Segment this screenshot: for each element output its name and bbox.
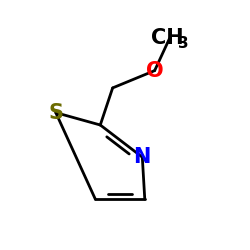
Text: N: N xyxy=(134,147,151,167)
Text: 3: 3 xyxy=(178,36,188,51)
Text: S: S xyxy=(48,103,63,123)
Text: CH: CH xyxy=(151,28,183,48)
Text: O: O xyxy=(146,60,164,80)
